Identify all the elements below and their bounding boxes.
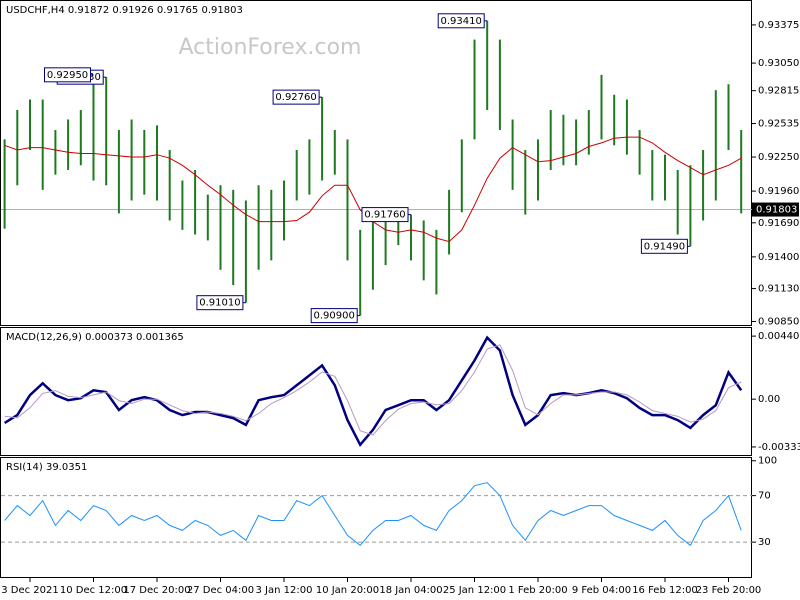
y-tick-label: 0.91400 (758, 252, 799, 263)
annotation-box (272, 89, 320, 105)
last-price-label: 0.91803 (756, 205, 797, 216)
annotation-label: 0.91490 (644, 241, 685, 252)
x-tick-label: 25 Jan 12:00 (443, 585, 506, 596)
annotation-box (437, 13, 485, 29)
annotation-box (361, 207, 409, 223)
x-tick-label: 9 Feb 04:00 (572, 585, 631, 596)
y-tick-label: 0.91690 (758, 218, 799, 229)
annotation-label: 0.93410 (441, 16, 482, 27)
y-tick-label: 30 (758, 537, 771, 548)
macd-panel (0, 327, 752, 456)
series-line (4, 344, 742, 436)
annotation-label: 0.91010 (199, 298, 240, 309)
y-tick-label: 0.91960 (758, 186, 799, 197)
panel-title: MACD(12,26,9) 0.000373 0.001365 (6, 332, 184, 343)
y-tick-label: 0.92535 (758, 119, 799, 130)
annotation-box (44, 67, 91, 83)
x-tick-label: 16 Feb 12:00 (632, 585, 698, 596)
x-tick-label: 3 Dec 2021 (1, 585, 59, 596)
x-tick-label: 23 Feb 20:00 (696, 585, 762, 596)
rsi-panel (0, 457, 752, 578)
y-tick-label: 0.00 (758, 394, 780, 405)
y-tick-label: 0.92815 (758, 86, 799, 97)
y-tick-label: 70 (758, 491, 771, 502)
panel-title: USDCHF,H4 0.91872 0.91926 0.91765 0.9180… (6, 5, 243, 16)
series-line (3, 335, 743, 448)
annotation-label: 0.91760 (364, 210, 405, 221)
x-tick-label: 17 Dec 20:00 (123, 585, 190, 596)
x-tick-label: 3 Jan 12:00 (256, 585, 313, 596)
y-tick-label: 0.93375 (758, 20, 799, 31)
y-tick-label: 0.93050 (758, 58, 799, 69)
x-tick-label: 27 Dec 04:00 (187, 585, 254, 596)
y-tick-label: 0.92250 (758, 152, 799, 163)
y-tick-label: 100 (758, 456, 777, 467)
annotation-label: 0.92760 (275, 92, 316, 103)
last-price-box (752, 202, 799, 217)
annotation-label: 0.92950 (47, 70, 88, 81)
y-tick-label: 0.90850 (758, 316, 799, 327)
y-tick-label: -0.003338 (758, 442, 800, 453)
watermark: ActionForex.com (179, 35, 362, 60)
annotation-box (310, 308, 358, 324)
x-tick-label: 18 Jan 04:00 (379, 585, 442, 596)
x-tick-label: 1 Feb 20:00 (508, 585, 567, 596)
y-tick-label: 0.004403 (758, 331, 800, 342)
annotation-box (640, 238, 688, 254)
y-tick-label: 0.91130 (758, 284, 799, 295)
annotation-label: 0.90900 (314, 311, 355, 322)
annotation-box (196, 295, 244, 311)
x-tick-label: 10 Dec 12:00 (60, 585, 127, 596)
price-panel (0, 0, 752, 326)
panel-title: RSI(14) 39.0351 (6, 462, 87, 473)
series-line (4, 482, 742, 547)
x-tick-label: 10 Jan 20:00 (316, 585, 379, 596)
